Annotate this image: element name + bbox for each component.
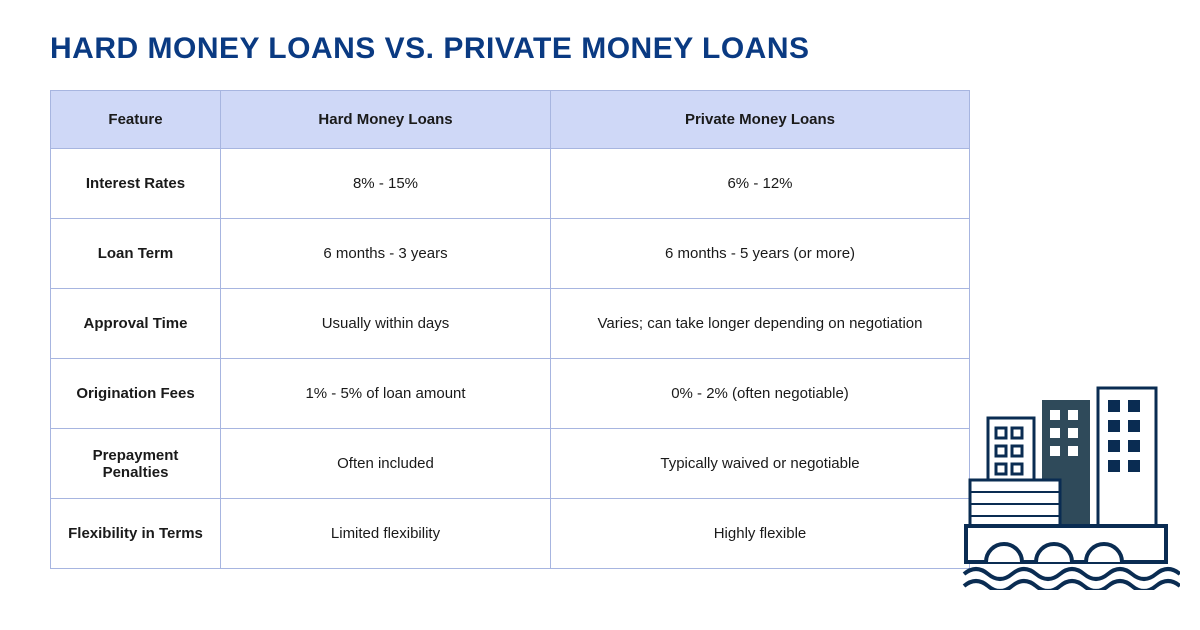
private-cell: Typically waived or negotiable bbox=[551, 429, 970, 499]
hard-cell: Often included bbox=[221, 429, 551, 499]
col-private-money: Private Money Loans bbox=[551, 91, 970, 149]
hard-cell: 1% - 5% of loan amount bbox=[221, 359, 551, 429]
table-header-row: Feature Hard Money Loans Private Money L… bbox=[51, 91, 970, 149]
table-row: Loan Term 6 months - 3 years 6 months - … bbox=[51, 219, 970, 289]
col-hard-money: Hard Money Loans bbox=[221, 91, 551, 149]
hard-cell: 8% - 15% bbox=[221, 149, 551, 219]
hard-cell: 6 months - 3 years bbox=[221, 219, 551, 289]
feature-cell: Origination Fees bbox=[51, 359, 221, 429]
feature-cell: Prepayment Penalties bbox=[51, 429, 221, 499]
table-row: Prepayment Penalties Often included Typi… bbox=[51, 429, 970, 499]
col-feature: Feature bbox=[51, 91, 221, 149]
private-cell: 6% - 12% bbox=[551, 149, 970, 219]
page-title: HARD MONEY LOANS VS. PRIVATE MONEY LOANS bbox=[50, 32, 1150, 66]
private-cell: 0% - 2% (often negotiable) bbox=[551, 359, 970, 429]
feature-cell: Flexibility in Terms bbox=[51, 499, 221, 569]
table-row: Approval Time Usually within days Varies… bbox=[51, 289, 970, 359]
feature-cell: Approval Time bbox=[51, 289, 221, 359]
table-row: Flexibility in Terms Limited flexibility… bbox=[51, 499, 970, 569]
table-row: Origination Fees 1% - 5% of loan amount … bbox=[51, 359, 970, 429]
hard-cell: Limited flexibility bbox=[221, 499, 551, 569]
private-cell: 6 months - 5 years (or more) bbox=[551, 219, 970, 289]
private-cell: Varies; can take longer depending on neg… bbox=[551, 289, 970, 359]
feature-cell: Interest Rates bbox=[51, 149, 221, 219]
comparison-table: Feature Hard Money Loans Private Money L… bbox=[50, 90, 970, 569]
feature-cell: Loan Term bbox=[51, 219, 221, 289]
hard-cell: Usually within days bbox=[221, 289, 551, 359]
private-cell: Highly flexible bbox=[551, 499, 970, 569]
table-row: Interest Rates 8% - 15% 6% - 12% bbox=[51, 149, 970, 219]
city-buildings-bridge-icon bbox=[960, 370, 1180, 590]
